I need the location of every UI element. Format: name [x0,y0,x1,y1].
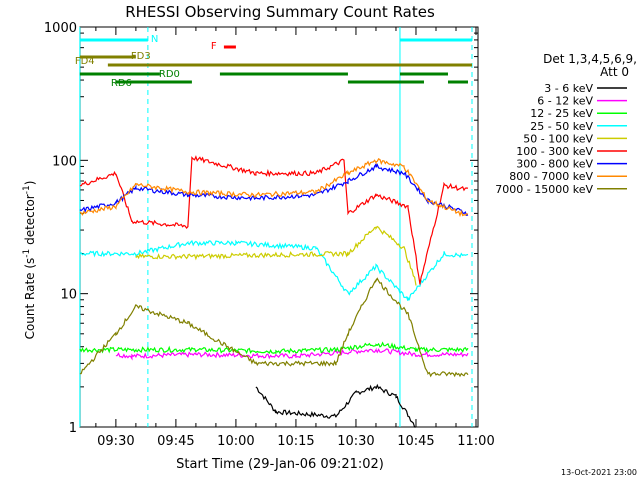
legend-item-label: 50 - 100 keV [523,132,593,145]
legend-item-label: 3 - 6 keV [544,82,593,95]
legend-item-label: 25 - 50 keV [530,120,593,133]
y-axis-label-end: ) [23,181,37,186]
y-axis-label-sup: -1 [22,249,32,258]
legend-item-label: 300 - 800 keV [516,158,593,171]
x-tick-label: 10:00 [217,434,254,449]
legend-header-line2: Att 0 [600,65,629,79]
y-axis-label-mid: detector [23,194,37,249]
y-tick-label: 100 [52,154,77,169]
y-axis-label: Count Rate (s-1 detector-1) [22,181,37,340]
flag-label-rd0: RD0 [159,69,180,80]
chart-title: RHESSI Observing Summary Count Rates [125,3,435,21]
series-line [115,347,469,361]
x-tick-label: 11:00 [457,434,494,449]
x-tick-label: 09:30 [97,434,134,449]
x-axis-label: Start Time (29-Jan-06 09:21:02) [176,457,384,472]
series-line [79,239,469,302]
series-line [79,162,469,217]
y-tick-label: 10 [60,288,77,303]
legend-item-label: 6 - 12 keV [537,95,593,108]
y-axis-label-main: Count Rate (s [23,258,37,340]
x-tick-label: 10:15 [277,434,314,449]
flag-label-fd4: FD4 [75,56,95,67]
y-tick-label: 1 [69,421,77,436]
series-line [79,155,469,285]
x-tick-label: 10:30 [337,434,374,449]
y-tick-label: 1000 [44,21,77,36]
x-tick-label: 09:45 [157,434,194,449]
flag-label-fd3: FD3 [131,51,151,62]
y-axis-label-sup2: -1 [22,185,32,194]
series-line [79,157,469,218]
legend-header-line1: Det 1,3,4,5,6,9, [543,52,637,66]
footer-date: 13-Oct-2021 23:00 [561,468,637,477]
series-line [79,277,469,378]
series-line [135,225,417,286]
legend-item-label: 800 - 7000 keV [509,170,593,183]
legend-item-label: 100 - 300 keV [516,145,593,158]
legend-item-label: 7000 - 15000 keV [495,183,593,196]
x-tick-label: 10:45 [397,434,434,449]
flag-label-f: F [211,41,217,52]
plot-area: 1 10 100 1000 09:30 09:45 10:00 10:15 10:30 10:45… [44,21,495,449]
series-line [255,383,416,428]
series-line [79,341,469,355]
flag-label-rd6: RD6 [111,78,132,89]
flag-label-n: N [151,34,158,45]
legend-item-label: 12 - 25 keV [530,107,593,120]
